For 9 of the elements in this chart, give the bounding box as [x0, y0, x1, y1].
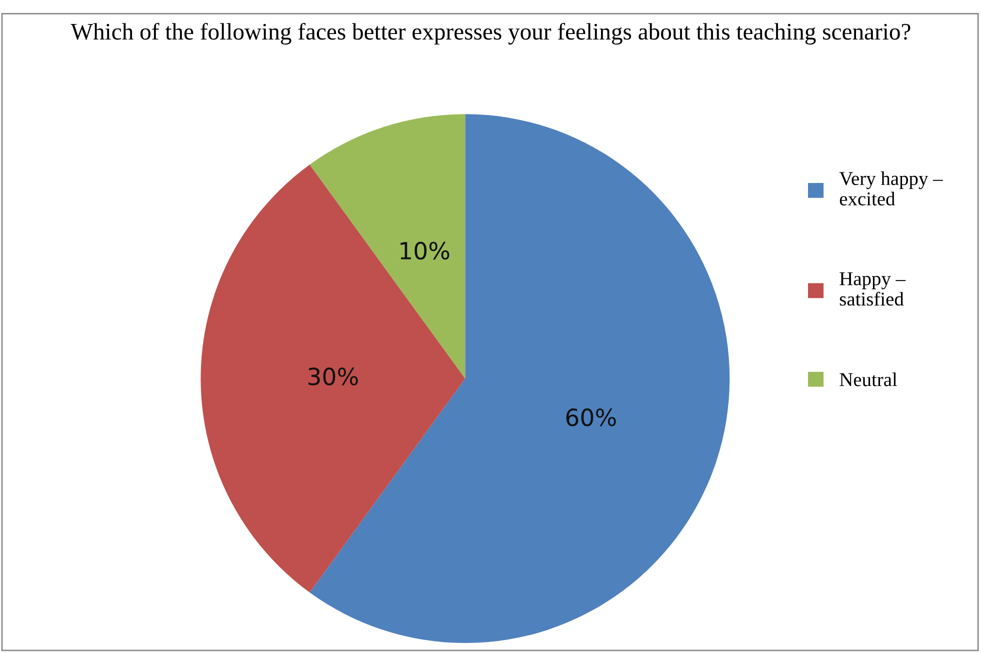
chart-title: Which of the following faces better expresses your feelings about this teaching scenario? — [70, 22, 910, 45]
data-label: 10% — [400, 242, 450, 260]
legend-label: Happy – satisfied — [840, 272, 906, 306]
legend-label: Neutral — [840, 372, 898, 386]
pie-slice — [310, 114, 730, 644]
pie-slice — [200, 164, 466, 592]
legend-label: Very happy – excited — [839, 171, 943, 206]
data-label: 30% — [308, 368, 358, 386]
data-label: 60% — [566, 408, 616, 426]
